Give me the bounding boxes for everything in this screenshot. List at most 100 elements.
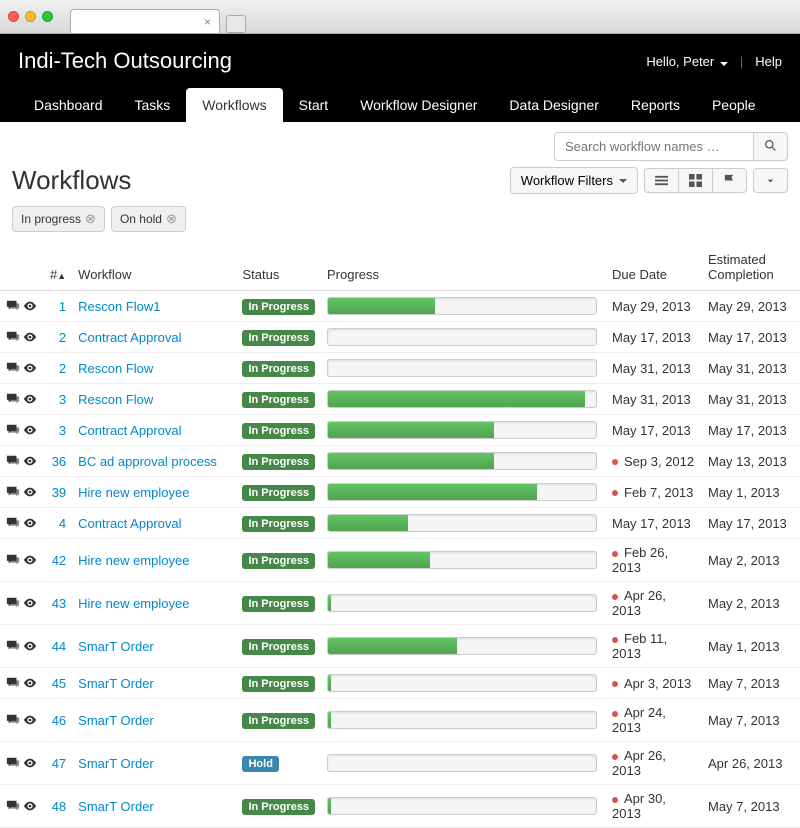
col-due-header[interactable]: Due Date: [606, 244, 702, 291]
comment-icon[interactable]: [6, 454, 20, 468]
close-tab-icon[interactable]: ×: [204, 15, 211, 29]
overdue-indicator: [612, 490, 618, 496]
comment-icon[interactable]: [6, 361, 20, 375]
comment-icon[interactable]: [6, 330, 20, 344]
workflow-link[interactable]: Rescon Flow: [78, 392, 153, 407]
nav-item-tasks[interactable]: Tasks: [119, 88, 187, 122]
filter-chip[interactable]: In progress ⊗: [12, 206, 105, 232]
workflow-link[interactable]: SmarT Order: [78, 756, 154, 771]
col-status-header[interactable]: Status: [236, 244, 321, 291]
comment-icon[interactable]: [6, 713, 20, 727]
user-greeting[interactable]: Hello, Peter: [646, 54, 728, 69]
workflow-link[interactable]: Contract Approval: [78, 516, 181, 531]
row-number[interactable]: 46: [52, 713, 66, 728]
row-number[interactable]: 44: [52, 639, 66, 654]
row-number[interactable]: 43: [52, 596, 66, 611]
row-number[interactable]: 48: [52, 799, 66, 814]
row-number[interactable]: 45: [52, 676, 66, 691]
nav-item-data-designer[interactable]: Data Designer: [493, 88, 615, 122]
nav-item-start[interactable]: Start: [283, 88, 345, 122]
comment-icon[interactable]: [6, 485, 20, 499]
search-input[interactable]: [554, 132, 754, 161]
export-button[interactable]: [753, 168, 788, 193]
eye-icon[interactable]: [23, 330, 37, 344]
nav-item-workflows[interactable]: Workflows: [186, 88, 282, 122]
eye-icon[interactable]: [23, 516, 37, 530]
eye-icon[interactable]: [23, 676, 37, 690]
eye-icon[interactable]: [23, 299, 37, 313]
browser-tab[interactable]: ×: [70, 9, 220, 33]
table-row: 36BC ad approval processIn ProgressSep 3…: [0, 446, 800, 477]
search-button[interactable]: [754, 132, 788, 161]
table-row: 2Contract ApprovalIn ProgressMay 17, 201…: [0, 322, 800, 353]
comment-icon[interactable]: [6, 639, 20, 653]
workflow-filters-button[interactable]: Workflow Filters: [510, 167, 638, 194]
eye-icon[interactable]: [23, 485, 37, 499]
close-window-button[interactable]: [8, 11, 19, 22]
nav-item-workflow-designer[interactable]: Workflow Designer: [344, 88, 493, 122]
row-number[interactable]: 42: [52, 553, 66, 568]
workflow-link[interactable]: Contract Approval: [78, 423, 181, 438]
remove-chip-icon[interactable]: ⊗: [85, 211, 96, 227]
progress-bar: [327, 483, 597, 501]
workflow-link[interactable]: Contract Approval: [78, 330, 181, 345]
minimize-window-button[interactable]: [25, 11, 36, 22]
eye-icon[interactable]: [23, 454, 37, 468]
row-number[interactable]: 2: [59, 330, 66, 345]
help-link[interactable]: Help: [755, 54, 782, 69]
eye-icon[interactable]: [23, 596, 37, 610]
workflow-link[interactable]: SmarT Order: [78, 639, 154, 654]
workflow-link[interactable]: SmarT Order: [78, 676, 154, 691]
col-num-header[interactable]: #▲: [44, 244, 72, 291]
row-number[interactable]: 3: [59, 392, 66, 407]
eye-icon[interactable]: [23, 553, 37, 567]
eye-icon[interactable]: [23, 361, 37, 375]
table-row: 43Hire new employeeIn ProgressApr 26, 20…: [0, 582, 800, 625]
row-number[interactable]: 36: [52, 454, 66, 469]
new-tab-button[interactable]: [226, 15, 246, 33]
workflow-link[interactable]: SmarT Order: [78, 713, 154, 728]
row-number[interactable]: 3: [59, 423, 66, 438]
comment-icon[interactable]: [6, 756, 20, 770]
workflow-link[interactable]: Rescon Flow1: [78, 299, 160, 314]
col-est-header[interactable]: Estimated Completion: [702, 244, 800, 291]
filter-chip[interactable]: On hold ⊗: [111, 206, 186, 232]
list-view-button[interactable]: [644, 168, 678, 193]
row-number[interactable]: 47: [52, 756, 66, 771]
progress-fill: [328, 798, 331, 814]
flag-view-button[interactable]: [712, 168, 747, 193]
nav-item-people[interactable]: People: [696, 88, 772, 122]
eye-icon[interactable]: [23, 639, 37, 653]
eye-icon[interactable]: [23, 756, 37, 770]
workflow-link[interactable]: SmarT Order: [78, 799, 154, 814]
row-number[interactable]: 1: [59, 299, 66, 314]
comment-icon[interactable]: [6, 676, 20, 690]
workflow-link[interactable]: Hire new employee: [78, 596, 189, 611]
eye-icon[interactable]: [23, 423, 37, 437]
row-number[interactable]: 2: [59, 361, 66, 376]
row-number[interactable]: 39: [52, 485, 66, 500]
comment-icon[interactable]: [6, 553, 20, 567]
col-progress-header[interactable]: Progress: [321, 244, 606, 291]
eye-icon[interactable]: [23, 713, 37, 727]
comment-icon[interactable]: [6, 392, 20, 406]
eye-icon[interactable]: [23, 392, 37, 406]
workflow-link[interactable]: Rescon Flow: [78, 361, 153, 376]
maximize-window-button[interactable]: [42, 11, 53, 22]
comment-icon[interactable]: [6, 596, 20, 610]
nav-item-dashboard[interactable]: Dashboard: [18, 88, 119, 122]
col-workflow-header[interactable]: Workflow: [72, 244, 236, 291]
progress-fill: [328, 391, 585, 407]
comment-icon[interactable]: [6, 516, 20, 530]
workflow-link[interactable]: Hire new employee: [78, 485, 189, 500]
comment-icon[interactable]: [6, 299, 20, 313]
nav-item-reports[interactable]: Reports: [615, 88, 696, 122]
comment-icon[interactable]: [6, 799, 20, 813]
workflow-link[interactable]: Hire new employee: [78, 553, 189, 568]
remove-chip-icon[interactable]: ⊗: [166, 211, 177, 227]
row-number[interactable]: 4: [59, 516, 66, 531]
workflow-link[interactable]: BC ad approval process: [78, 454, 217, 469]
eye-icon[interactable]: [23, 799, 37, 813]
comment-icon[interactable]: [6, 423, 20, 437]
grid-view-button[interactable]: [678, 168, 712, 193]
